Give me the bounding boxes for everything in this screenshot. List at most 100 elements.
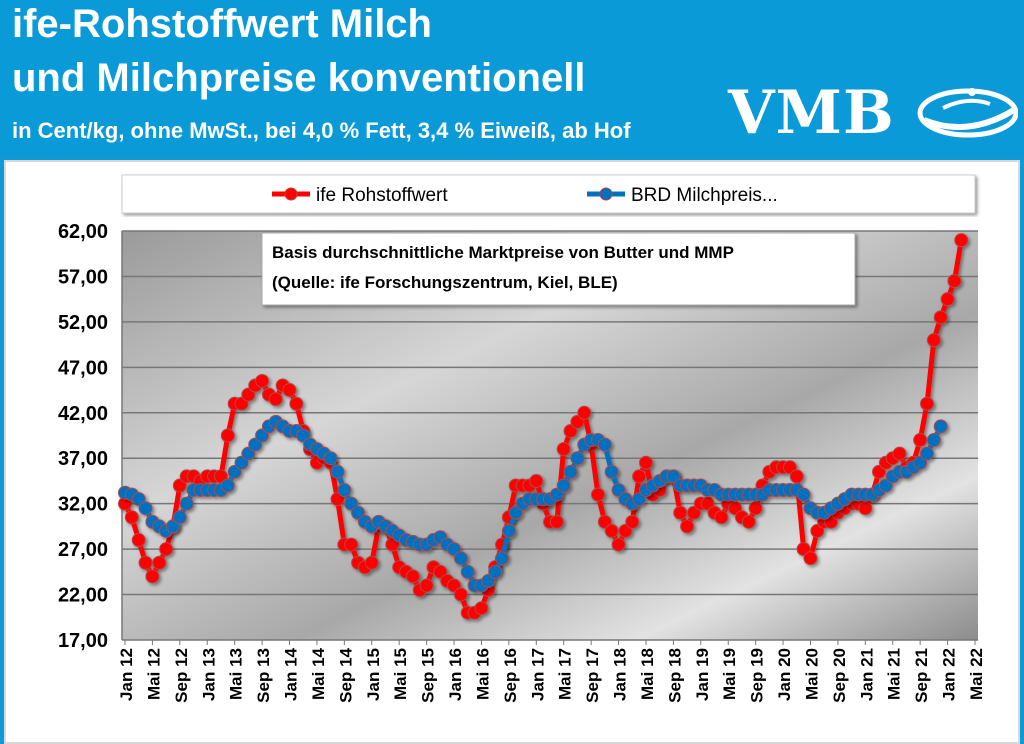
data-point [590,487,605,502]
data-point [940,292,955,307]
series-ife-rohstoffwert [118,233,969,620]
data-point [419,578,434,593]
x-tick-label: Sep 18 [665,648,684,703]
data-point [789,469,804,484]
data-point [625,514,640,529]
data-point [803,551,818,566]
data-point [556,442,571,457]
x-tick-label: Sep 16 [501,648,520,703]
y-tick-label: 37,00 [58,448,108,470]
data-point [947,273,962,288]
data-point [926,433,941,448]
data-point [920,396,935,411]
data-point [495,551,510,566]
data-point [220,478,235,493]
x-tick-label: Mai 13 [227,648,246,700]
x-tick-label: Sep 21 [912,648,931,703]
data-point [913,433,928,448]
data-point [179,496,194,511]
data-point [529,473,544,488]
x-tick-label: Jan 12 [117,648,136,701]
x-tick-label: Jan 15 [364,648,383,701]
data-point [460,564,475,579]
data-point [344,537,359,552]
x-tick-label: Sep 19 [748,648,767,703]
data-point [638,455,653,470]
y-tick-label: 47,00 [58,357,108,379]
data-point [954,233,969,248]
x-tick-label: Sep 15 [419,648,438,703]
x-tick-label: Jan 17 [528,648,547,701]
annotation-line-1: Basis durchschnittliche Marktpreise von … [272,243,734,262]
data-point [933,419,948,434]
data-point [364,555,379,570]
y-tick-label: 22,00 [58,585,108,607]
data-point [577,405,592,420]
data-point [920,446,935,461]
data-point [563,464,578,479]
data-point [714,510,729,525]
x-tick-label: Sep 14 [336,647,355,702]
data-point [858,501,873,516]
data-point [556,478,571,493]
data-point [488,564,503,579]
data-point [289,396,304,411]
x-tick-label: Mai 16 [473,648,492,700]
data-point [604,523,619,538]
x-tick-label: Mai 14 [309,647,328,700]
data-point [892,446,907,461]
x-tick-label: Mai 20 [802,648,821,700]
x-tick-label: Sep 20 [830,648,849,703]
x-tick-label: Jan 14 [282,647,301,700]
x-tick-label: Sep 12 [172,648,191,703]
annotation-box: Basis durchschnittliche Marktpreise von … [261,232,856,306]
y-tick-label: 57,00 [58,266,108,288]
logo-text: VMB [728,78,895,148]
data-point [474,601,489,616]
x-tick-label: Jan 22 [940,648,959,701]
data-point [673,505,688,520]
x-tick-label: Sep 17 [583,648,602,703]
y-tick-label: 52,00 [58,312,108,334]
data-point [152,555,167,570]
data-point [138,555,153,570]
x-tick-label: Mai 12 [144,648,163,700]
data-point [611,537,626,552]
x-tick-label: Jan 18 [611,648,630,701]
legend-marker-brd [599,187,613,201]
legend-marker-ife [284,187,298,201]
data-point [549,514,564,529]
x-tick-label: Jan 13 [199,648,218,701]
data-point [330,464,345,479]
x-tick-label: Jan 21 [857,648,876,701]
data-point [323,451,338,466]
x-tick-label: Mai 18 [638,648,657,700]
data-point [268,392,283,407]
subtitle: in Cent/kg, ohne MwSt., bei 4,0 % Fett, … [12,118,631,143]
data-point [796,487,811,502]
x-tick-label: Mai 21 [885,648,904,700]
data-point [741,514,756,529]
data-point [597,437,612,452]
data-point [632,469,647,484]
data-point [453,551,468,566]
x-tick-label: Mai 17 [556,648,575,700]
x-tick-label: Mai 19 [720,648,739,700]
series-brd-milchpreis [118,414,948,593]
legend-label-brd: BRD Milchpreis... [631,185,778,206]
data-point [337,483,352,498]
data-point [570,451,585,466]
data-point [282,383,297,398]
data-point [933,310,948,325]
data-point [159,542,174,557]
data-point [926,333,941,348]
vmb-logo: VMB [728,78,1018,148]
y-tick-label: 27,00 [58,539,108,561]
data-point [220,428,235,443]
data-point [501,523,516,538]
data-point [172,510,187,525]
x-tick-label: Jan 19 [693,648,712,701]
title-line-1: ife-Rohstoffwert Milch [12,2,432,46]
x-tick-label: Sep 13 [254,648,273,703]
